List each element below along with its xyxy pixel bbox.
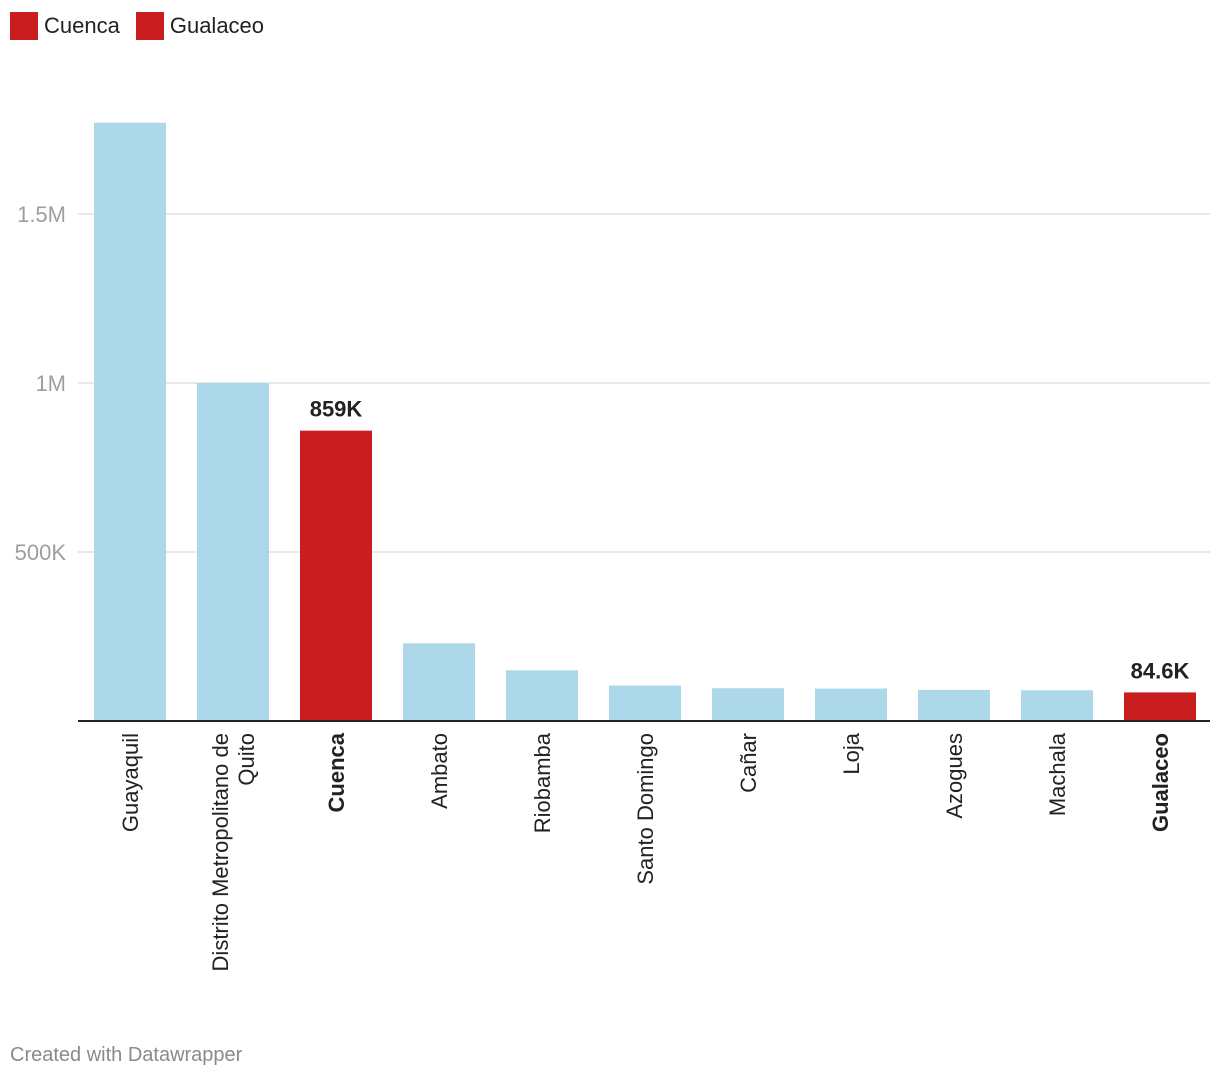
x-tick-label: Cuenca <box>324 732 349 812</box>
legend-item-gualaceo[interactable]: Gualaceo <box>135 12 265 40</box>
y-tick-label: 500K <box>15 540 67 565</box>
x-tick-label: Loja <box>839 732 864 774</box>
bar-gualaceo <box>1124 692 1196 721</box>
legend: Cuenca Gualaceo <box>10 12 280 40</box>
legend-label-cuenca: Cuenca <box>44 13 120 38</box>
x-tick-label: Riobamba <box>530 732 555 833</box>
x-tick-label: Quito <box>234 733 259 786</box>
data-label: 859K <box>310 397 363 422</box>
x-tick-label: Santo Domingo <box>633 733 658 885</box>
legend-label-gualaceo: Gualaceo <box>169 13 265 38</box>
legend-swatch-gualaceo <box>135 12 164 40</box>
bar-distrito-metropolitano-de-quito <box>197 383 269 721</box>
footer-credit[interactable]: Created with Datawrapper <box>10 1044 243 1066</box>
data-label: 84.6K <box>1131 658 1190 683</box>
x-tick-label: Machala <box>1045 732 1070 816</box>
bar-riobamba <box>506 670 578 721</box>
bar-machala <box>1021 690 1093 721</box>
legend-swatch-cuenca <box>10 12 38 40</box>
x-tick-label: Gualaceo <box>1148 733 1173 832</box>
y-tick-label: 1.5M <box>17 202 66 227</box>
bar-loja <box>815 688 887 721</box>
bar-santo-domingo <box>609 685 681 721</box>
x-tick-label: Ambato <box>427 733 452 809</box>
bar-guayaquil <box>94 122 166 722</box>
x-tick-label: Cañar <box>736 733 761 793</box>
x-tick-label: Azogues <box>942 733 967 819</box>
x-tick-label: Guayaquil <box>118 733 143 832</box>
legend-item-cuenca[interactable]: Cuenca <box>10 12 120 40</box>
bar-ambato <box>403 643 475 721</box>
bar-azogues <box>918 689 990 721</box>
bar-cañar <box>712 688 784 721</box>
y-tick-label: 1M <box>35 371 66 396</box>
bar-cuenca <box>300 430 372 721</box>
x-tick-label: Distrito Metropolitano de <box>208 733 233 971</box>
